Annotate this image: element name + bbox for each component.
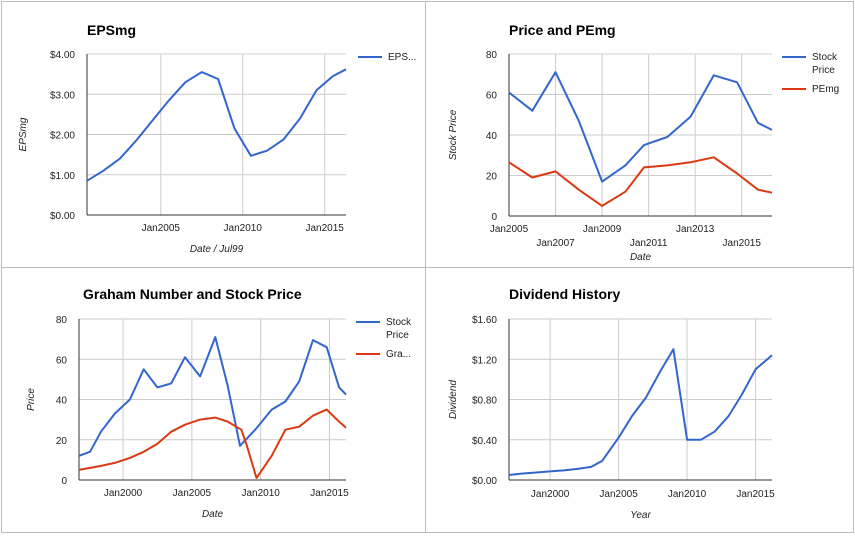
y-tick-label: 80 xyxy=(56,315,68,326)
x-tick-label: Jan2015 xyxy=(310,488,349,499)
y-tick-label: 20 xyxy=(56,436,68,447)
x-tick-label: Jan2015 xyxy=(736,489,775,500)
legend-label-0: Stock xyxy=(386,317,412,328)
series-line-0 xyxy=(508,348,773,476)
y-tick-label: $0.00 xyxy=(472,476,497,487)
graham-chart-panel: Graham Number and Stock Price 0 20 40 60 80 Ja… xyxy=(1,267,426,533)
y-tick-label: 20 xyxy=(486,172,498,183)
eps-chart: EPSmg $0.00 $1.00 $2.00 $3.00 $4.00 Jan2005 Jan… xyxy=(18,22,416,255)
x-tick-label: Jan2007 xyxy=(536,238,575,249)
dividend-chart: Dividend History $0.00 $0.40 $0.80 $1.20 $1.6… xyxy=(448,286,775,521)
y-tick-label: 60 xyxy=(56,355,68,366)
y-tick-label: 40 xyxy=(56,396,68,407)
legend-label-0: EPS... xyxy=(388,52,416,63)
chart-title: Dividend History xyxy=(509,286,620,302)
x-tick-label: Jan2010 xyxy=(241,488,280,499)
chart-title: Graham Number and Stock Price xyxy=(83,286,302,302)
price-pe-chart-panel: Price and PEmg 0 20 40 60 80 Jan2005 Jan2007 Jan… xyxy=(425,1,854,268)
y-tick-label: $1.20 xyxy=(472,355,497,366)
y-tick-label: 80 xyxy=(486,50,498,61)
x-tick-label: Jan2005 xyxy=(142,223,181,234)
y-tick-label: 0 xyxy=(61,476,67,487)
series-line-0 xyxy=(508,71,773,183)
x-tick-label: Jan2005 xyxy=(599,489,638,500)
y-tick-label: $4.00 xyxy=(50,50,75,61)
y-tick-label: $0.00 xyxy=(50,211,75,222)
y-axis-label: Price xyxy=(26,388,37,411)
y-axis-label: Stock Price xyxy=(448,109,459,160)
series-line-1 xyxy=(78,408,347,479)
chart-title: Price and PEmg xyxy=(509,22,616,38)
eps-chart-panel: EPSmg $0.00 $1.00 $2.00 $3.00 $4.00 Jan2005 Jan… xyxy=(1,1,426,268)
x-axis-label: Date xyxy=(630,252,652,263)
y-tick-label: 0 xyxy=(491,212,497,223)
legend-label-0: Price xyxy=(812,65,835,76)
x-tick-label: Jan2013 xyxy=(676,224,715,235)
legend-label-1: Gra... xyxy=(386,349,411,360)
x-tick-label: Jan2015 xyxy=(723,238,762,249)
graham-chart: Graham Number and Stock Price 0 20 40 60 80 Ja… xyxy=(26,286,412,520)
legend-label-0: Price xyxy=(386,330,409,341)
y-tick-label: $1.00 xyxy=(50,171,75,182)
x-tick-label: Jan2000 xyxy=(104,488,143,499)
series-line-0 xyxy=(86,68,347,182)
y-tick-label: 40 xyxy=(486,131,498,142)
x-tick-label: Jan2005 xyxy=(490,224,529,235)
y-tick-label: $2.00 xyxy=(50,131,75,142)
x-tick-label: Jan2010 xyxy=(668,489,707,500)
x-tick-label: Jan2009 xyxy=(583,224,622,235)
y-tick-label: 60 xyxy=(486,91,498,102)
dividend-chart-panel: Dividend History $0.00 $0.40 $0.80 $1.20 $1.6… xyxy=(425,267,854,533)
legend-label-1: PEmg xyxy=(812,84,839,95)
y-tick-label: $1.60 xyxy=(472,315,497,326)
x-tick-label: Jan2000 xyxy=(531,489,570,500)
x-tick-label: Jan2010 xyxy=(224,223,263,234)
chart-title: EPSmg xyxy=(87,22,136,38)
x-tick-label: Jan2015 xyxy=(306,223,345,234)
x-axis-label: Date xyxy=(202,509,224,520)
series-line-0 xyxy=(78,336,347,457)
x-tick-label: Jan2011 xyxy=(630,238,668,249)
x-axis-label: Year xyxy=(630,510,651,521)
series-line-1 xyxy=(508,156,773,207)
y-tick-label: $0.40 xyxy=(472,436,497,447)
price-pe-chart: Price and PEmg 0 20 40 60 80 Jan2005 Jan2007 Jan… xyxy=(448,22,839,263)
y-axis-label: EPSmg xyxy=(18,117,29,151)
y-axis-label: Dividend xyxy=(448,380,459,419)
y-tick-label: $0.80 xyxy=(472,396,497,407)
y-tick-label: $3.00 xyxy=(50,90,75,101)
legend-label-0: Stock xyxy=(812,52,838,63)
x-tick-label: Jan2005 xyxy=(173,488,212,499)
x-axis-label: Date / Jul99 xyxy=(190,244,244,255)
